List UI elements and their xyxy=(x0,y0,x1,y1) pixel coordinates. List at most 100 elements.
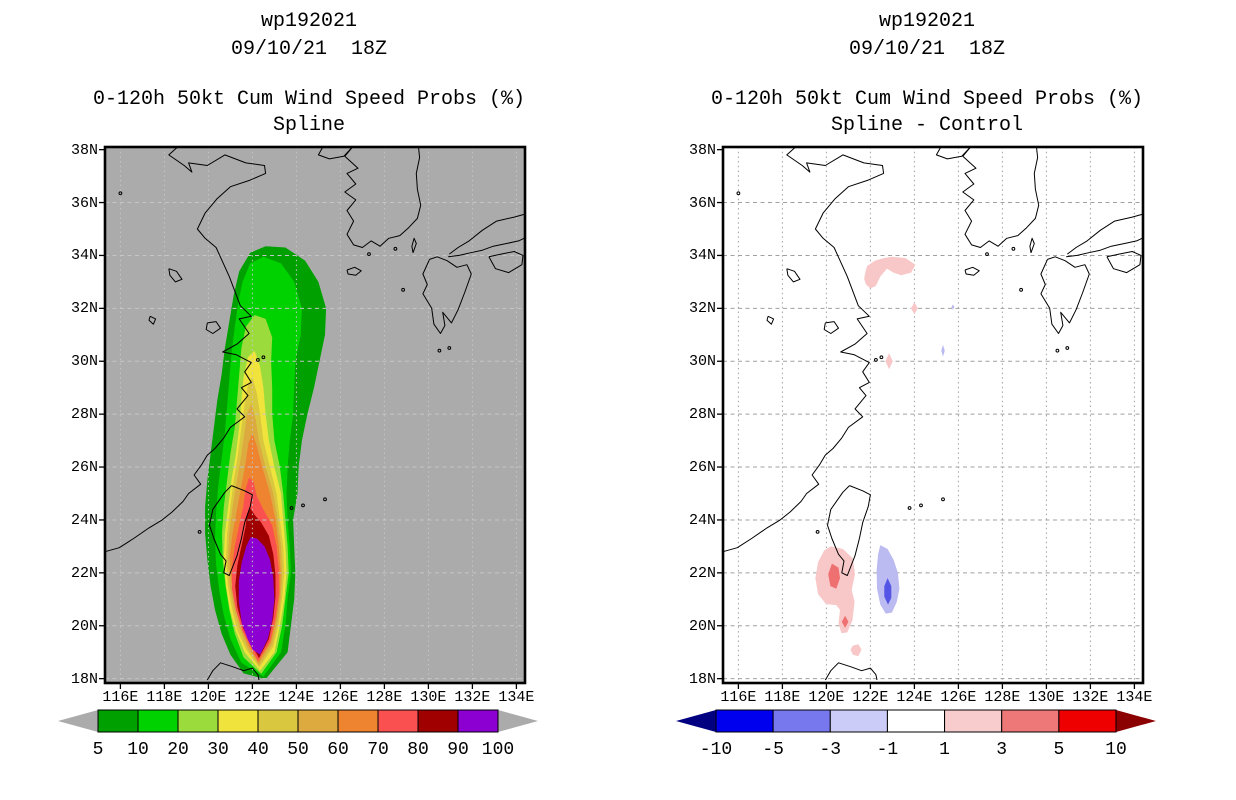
island-outline xyxy=(736,191,741,196)
map-frame xyxy=(103,145,527,685)
colorbar-segment xyxy=(257,709,299,733)
lon-tick-label: 122E xyxy=(234,689,271,706)
lat-tick-label: 36N xyxy=(70,194,98,212)
colorbar-segment xyxy=(297,709,339,733)
init-datetime-title: 09/10/21 18Z xyxy=(230,38,388,61)
difference-region-1 to 3 xyxy=(815,546,855,634)
coastline-path xyxy=(823,321,839,334)
colorbar-tick-label: -3 xyxy=(819,740,841,760)
lon-tick-label: 116E xyxy=(720,689,757,706)
coastline-path xyxy=(786,268,801,283)
probability-map xyxy=(99,145,527,689)
lat-tick-label: 28N xyxy=(688,406,716,424)
coastline-path xyxy=(411,237,417,253)
island-outline xyxy=(941,497,945,502)
difference-region-3 to 5 xyxy=(828,563,840,589)
colorbar-left-arrow xyxy=(676,710,716,732)
island-outline xyxy=(985,252,989,257)
lat-tick-label: 30N xyxy=(688,353,716,371)
coastline-path xyxy=(766,315,775,325)
colorbar-segment xyxy=(944,709,1003,733)
map-background xyxy=(723,147,1143,683)
coastline-path xyxy=(1066,237,1143,258)
lon-tick-label: 130E xyxy=(410,689,447,706)
island-outline xyxy=(919,503,923,508)
coastline-path xyxy=(344,146,422,248)
colorbar-segment xyxy=(217,709,259,733)
difference-region-1 to 3 xyxy=(885,353,893,370)
coastline-path xyxy=(827,485,871,576)
colorbar-right-arrow xyxy=(1116,710,1156,732)
island-outline xyxy=(261,355,266,360)
coastline-path xyxy=(964,266,980,276)
colorbar-tick-label: 3 xyxy=(996,740,1007,760)
island-outline xyxy=(815,529,820,534)
island-outline xyxy=(907,506,912,510)
colorbar-tick-label: 40 xyxy=(247,740,269,760)
lon-tick-label: 128E xyxy=(366,689,403,706)
island-outline xyxy=(323,497,327,502)
island-outline xyxy=(447,346,452,350)
colorbar-segment xyxy=(886,709,946,733)
island-outline xyxy=(437,348,442,353)
colorbar-segment xyxy=(97,709,139,733)
coastline-path xyxy=(168,268,183,283)
island-outline xyxy=(289,506,294,510)
coastline-path xyxy=(148,315,157,325)
coastline-path xyxy=(448,213,525,255)
colorbar-tick-label: 5 xyxy=(93,740,104,760)
colorbar-segment xyxy=(177,709,219,733)
product-subtitle: 0-120h 50kt Cum Wind Speed Probs (%) xyxy=(92,88,526,111)
island-outline xyxy=(874,358,878,362)
map-frame xyxy=(721,145,1145,685)
lon-tick-label: 124E xyxy=(896,689,933,706)
coastline-path xyxy=(1066,213,1143,255)
lat-tick-label: 24N xyxy=(70,511,98,529)
lon-tick-label: 116E xyxy=(102,689,139,706)
colorbar-tick-label: 90 xyxy=(447,740,469,760)
init-datetime-title: 09/10/21 18Z xyxy=(848,38,1006,61)
lon-tick-label: 132E xyxy=(1072,689,1109,706)
difference-region-3 to 5 xyxy=(841,615,849,628)
lon-tick-label: 120E xyxy=(190,689,227,706)
colorbar-tick-label: 20 xyxy=(167,740,189,760)
coastline-path xyxy=(206,662,260,681)
lon-tick-label: 128E xyxy=(984,689,1021,706)
left-panel-spline: wp192021 09/10/21 18Z 0-120h 50kt Cum Wi… xyxy=(58,10,538,760)
colorbar-tick-label: 50 xyxy=(287,740,309,760)
method-label: Spline - Control xyxy=(830,114,1024,137)
lat-tick-label: 32N xyxy=(688,300,716,318)
lon-tick-label: 134E xyxy=(498,689,535,706)
colorbar-tick-label: 80 xyxy=(407,740,429,760)
island-outline xyxy=(401,287,406,292)
difference-region-1 to 3 xyxy=(850,644,862,657)
difference-region-1 to 3 xyxy=(864,256,916,289)
difference-region-1 to 3 xyxy=(910,302,918,315)
difference-region--3 to -1 xyxy=(941,344,945,357)
island-outline xyxy=(1055,348,1060,353)
coastline-path xyxy=(209,485,253,576)
coastline-path xyxy=(1029,237,1035,253)
colorbar-segment xyxy=(829,709,888,733)
lon-tick-label: 120E xyxy=(808,689,845,706)
coastline-path xyxy=(448,237,525,258)
island-outline xyxy=(393,246,398,251)
coastline-path xyxy=(1040,256,1090,334)
coastline-path xyxy=(422,256,472,334)
lon-tick-label: 122E xyxy=(852,689,889,706)
product-subtitle: 0-120h 50kt Cum Wind Speed Probs (%) xyxy=(710,88,1144,111)
colorbar-right-arrow xyxy=(498,710,538,732)
colorbar-tick-label: 70 xyxy=(367,740,389,760)
storm-id-title: wp192021 xyxy=(878,10,975,33)
colorbar-segment xyxy=(1001,709,1060,733)
map-background xyxy=(105,147,525,683)
colorbar-tick-label: 5 xyxy=(1053,740,1064,760)
colorbar-tick-label: -1 xyxy=(877,740,899,760)
colorbar-tick-label: 30 xyxy=(207,740,229,760)
difference-region--5 to -3 xyxy=(884,578,892,605)
colorbar-segment xyxy=(715,709,774,733)
coastline-path xyxy=(1106,251,1142,274)
right-panel-spline-minus-control: wp192021 09/10/21 18Z 0-120h 50kt Cum Wi… xyxy=(618,0,1236,800)
coastline-path xyxy=(104,146,267,553)
